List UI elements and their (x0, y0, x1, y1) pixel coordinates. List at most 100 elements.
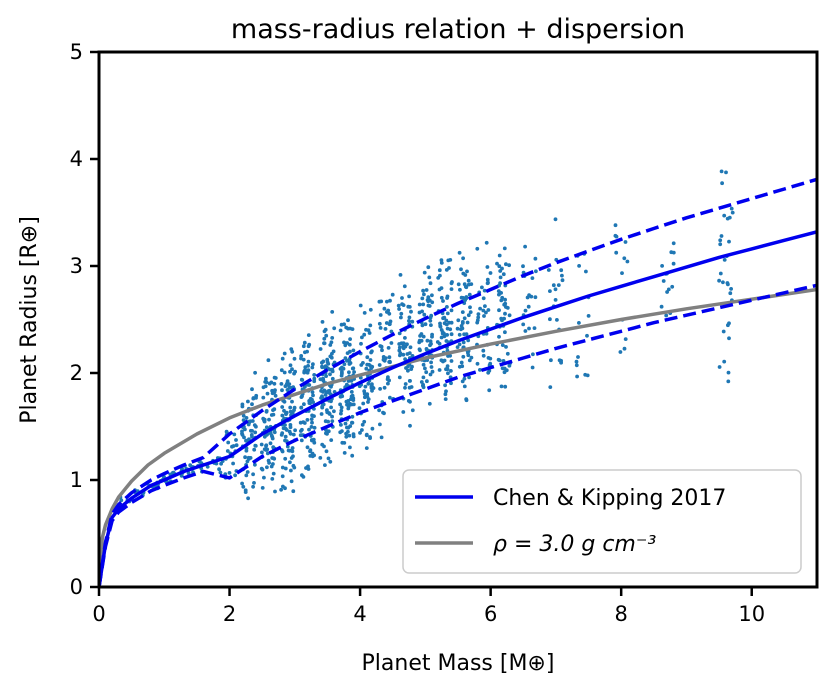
scatter-point (264, 409, 269, 413)
scatter-point (478, 306, 482, 311)
scatter-point (244, 416, 249, 420)
scatter-point (305, 418, 310, 422)
scatter-point (270, 477, 275, 481)
scatter-point (407, 315, 412, 320)
scatter-point (460, 379, 465, 384)
scatter-point (441, 299, 445, 303)
scatter-point (272, 375, 277, 380)
scatter-point (671, 241, 676, 246)
scatter-point (428, 372, 433, 377)
scatter-point (272, 381, 277, 386)
scatter-point (407, 385, 412, 390)
scatter-point (401, 410, 406, 414)
scatter-point (262, 475, 266, 480)
scatter-point (717, 278, 721, 283)
scatter-point (342, 441, 347, 445)
scatter-point (534, 269, 538, 274)
scatter-point (720, 181, 724, 186)
scatter-point (301, 475, 306, 479)
scatter-point (379, 299, 384, 304)
scatter-point (368, 307, 373, 312)
scatter-point (439, 328, 444, 332)
scatter-point (288, 405, 293, 410)
scatter-point (722, 213, 727, 218)
scatter-point (730, 210, 735, 215)
scatter-point (671, 261, 676, 266)
scatter-point (359, 341, 363, 346)
scatter-point (481, 353, 486, 358)
scatter-point (718, 271, 723, 276)
scatter-point (326, 456, 331, 461)
scatter-point (500, 295, 505, 300)
scatter-point (379, 344, 384, 349)
scatter-point (324, 431, 328, 436)
scatter-point (623, 337, 628, 341)
scatter-point (291, 489, 296, 494)
scatter-point (719, 234, 724, 238)
scatter-point (618, 350, 623, 354)
scatter-point (291, 454, 295, 459)
scatter-point (444, 318, 449, 323)
scatter-point (439, 286, 444, 290)
scatter-point (269, 464, 274, 469)
scatter-point (350, 366, 355, 371)
scatter-point (719, 169, 724, 174)
scatter-point (261, 395, 266, 400)
scatter-point (388, 298, 392, 303)
scatter-point (387, 355, 392, 360)
scatter-point (449, 332, 454, 337)
scatter-point (462, 298, 467, 303)
scatter-point (288, 431, 293, 436)
scatter-point (252, 447, 257, 452)
scatter-point (503, 330, 507, 335)
scatter-point (264, 376, 268, 381)
scatter-point (430, 293, 434, 298)
scatter-point (330, 336, 335, 340)
scatter-point (481, 296, 486, 301)
scatter-point (504, 345, 508, 349)
scatter-point (466, 353, 471, 358)
scatter-point (362, 311, 367, 315)
scatter-point (311, 393, 315, 398)
scatter-point (246, 422, 251, 427)
scatter-point (559, 268, 564, 273)
density-line (99, 287, 817, 587)
scatter-point (420, 296, 425, 301)
scatter-point (340, 371, 344, 376)
scatter-point (427, 298, 432, 303)
scatter-point (409, 309, 413, 314)
scatter-point (307, 427, 311, 432)
scatter-point (427, 275, 432, 280)
scatter-point (498, 269, 503, 273)
scatter-point (449, 369, 453, 373)
scatter-point (660, 264, 664, 268)
x-axis-ticks: 0 2 4 6 8 10 (92, 587, 765, 626)
scatter-point (287, 448, 292, 453)
scatter-point (475, 320, 480, 325)
scatter-point (425, 379, 429, 384)
scatter-point (348, 349, 352, 354)
scatter-point (622, 346, 627, 351)
scatter-point (344, 434, 349, 439)
scatter-point (321, 402, 326, 407)
scatter-point (383, 327, 388, 331)
scatter-point (380, 348, 384, 353)
plot-frame (97, 50, 819, 589)
scatter-point (404, 366, 408, 370)
scatter-point (381, 355, 386, 359)
scatter-point (358, 431, 362, 435)
scatter-point (457, 342, 462, 347)
scatter-point (338, 394, 343, 399)
scatter-point (401, 352, 406, 357)
scatter-point (265, 465, 269, 470)
scatter-point (299, 395, 304, 399)
scatter-point (429, 342, 433, 346)
scatter-point (546, 268, 551, 272)
scatter-point (556, 283, 561, 287)
scatter-point (460, 364, 465, 369)
scatter-point (449, 287, 454, 291)
scatter-point (241, 484, 246, 489)
scatter-point (424, 370, 429, 375)
scatter-point (368, 435, 372, 439)
